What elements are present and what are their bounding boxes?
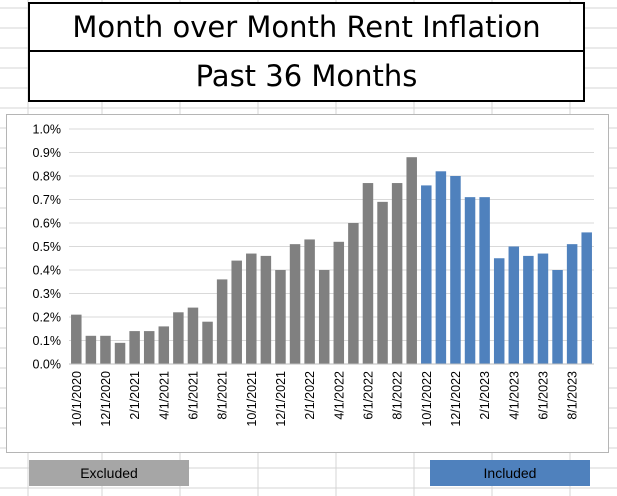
- bar-excluded: [231, 260, 242, 364]
- bar-excluded: [100, 335, 111, 364]
- bar-excluded: [129, 331, 140, 364]
- x-tick-label: 12/1/2020: [99, 371, 113, 427]
- bar-included: [464, 197, 476, 364]
- x-tick-label: 6/1/2023: [536, 371, 550, 420]
- x-tick-label: 2/1/2022: [303, 371, 317, 420]
- bar-included: [479, 197, 490, 364]
- y-tick-label: 0.6%: [33, 217, 62, 231]
- bar-excluded: [173, 312, 184, 364]
- x-tick-label: 10/1/2021: [245, 371, 259, 427]
- x-tick-label: 6/1/2021: [186, 371, 200, 420]
- chart-subtitle: Past 36 Months: [28, 50, 585, 102]
- chart-title: Month over Month Rent Inflation: [28, 2, 585, 52]
- x-tick-label: 4/1/2021: [157, 371, 171, 420]
- included-label: Included: [430, 460, 590, 486]
- x-tick-label: 8/1/2023: [566, 371, 580, 420]
- bar-included: [581, 232, 592, 364]
- bar-excluded: [260, 255, 272, 364]
- x-tick-label: 6/1/2022: [361, 371, 375, 420]
- y-tick-label: 0.5%: [33, 240, 62, 254]
- bar-excluded: [246, 253, 257, 364]
- bar-excluded: [391, 183, 403, 364]
- bar-excluded: [377, 201, 388, 364]
- x-tick-label: 2/1/2023: [478, 371, 492, 420]
- x-tick-label: 12/1/2021: [274, 371, 288, 427]
- bar-excluded: [143, 331, 155, 364]
- bar-included: [421, 185, 432, 364]
- bar-included: [435, 171, 447, 364]
- bar-included: [493, 258, 505, 364]
- y-tick-label: 0.8%: [33, 170, 62, 184]
- bar-excluded: [202, 321, 213, 364]
- x-tick-label: 4/1/2023: [507, 371, 521, 420]
- x-tick-label: 8/1/2022: [391, 371, 405, 420]
- bar-excluded: [362, 183, 374, 364]
- bar-excluded: [333, 241, 345, 364]
- bar-excluded: [158, 326, 170, 364]
- y-tick-label: 1.0%: [33, 123, 62, 137]
- bar-chart: 0.0% 0.1% 0.2% 0.3% 0.4% 0.5% 0.6% 0.7% 0.8% 0.9%…: [33, 123, 594, 427]
- bar-excluded: [187, 307, 199, 364]
- x-tick-label: 10/1/2020: [70, 371, 84, 427]
- bar-included: [450, 176, 461, 364]
- chart-area[interactable]: 0.0% 0.1% 0.2% 0.3% 0.4% 0.5% 0.6% 0.7% 0.8% 0.9%…: [6, 114, 609, 453]
- bar-excluded: [318, 270, 330, 364]
- bar-excluded: [406, 157, 417, 364]
- bar-excluded: [114, 342, 126, 364]
- x-tick-label: 12/1/2022: [449, 371, 463, 427]
- bar-excluded: [304, 239, 315, 364]
- y-tick-label: 0.2%: [33, 311, 62, 325]
- y-tick-label: 0.7%: [33, 193, 62, 207]
- x-tick-label: 4/1/2022: [332, 371, 346, 420]
- x-tick-label: 10/1/2022: [420, 371, 434, 427]
- x-tick-label: 8/1/2021: [216, 371, 230, 420]
- y-tick-label: 0.0%: [33, 358, 62, 372]
- y-tick-label: 0.4%: [33, 264, 62, 278]
- bar-included: [566, 244, 578, 364]
- bar-excluded: [275, 270, 286, 364]
- bar-excluded: [216, 279, 228, 364]
- bar-included: [552, 270, 563, 364]
- bar-included: [508, 246, 520, 364]
- bar-excluded: [85, 335, 97, 364]
- bar-excluded: [348, 223, 359, 364]
- bar-excluded: [71, 314, 82, 364]
- y-tick-label: 0.1%: [33, 334, 62, 348]
- bar-included: [523, 255, 534, 364]
- bar-excluded: [289, 244, 301, 364]
- y-tick-label: 0.3%: [33, 287, 62, 301]
- bar-included: [537, 253, 549, 364]
- y-tick-label: 0.9%: [33, 146, 62, 160]
- excluded-label: Excluded: [29, 460, 189, 486]
- x-tick-label: 2/1/2021: [128, 371, 142, 420]
